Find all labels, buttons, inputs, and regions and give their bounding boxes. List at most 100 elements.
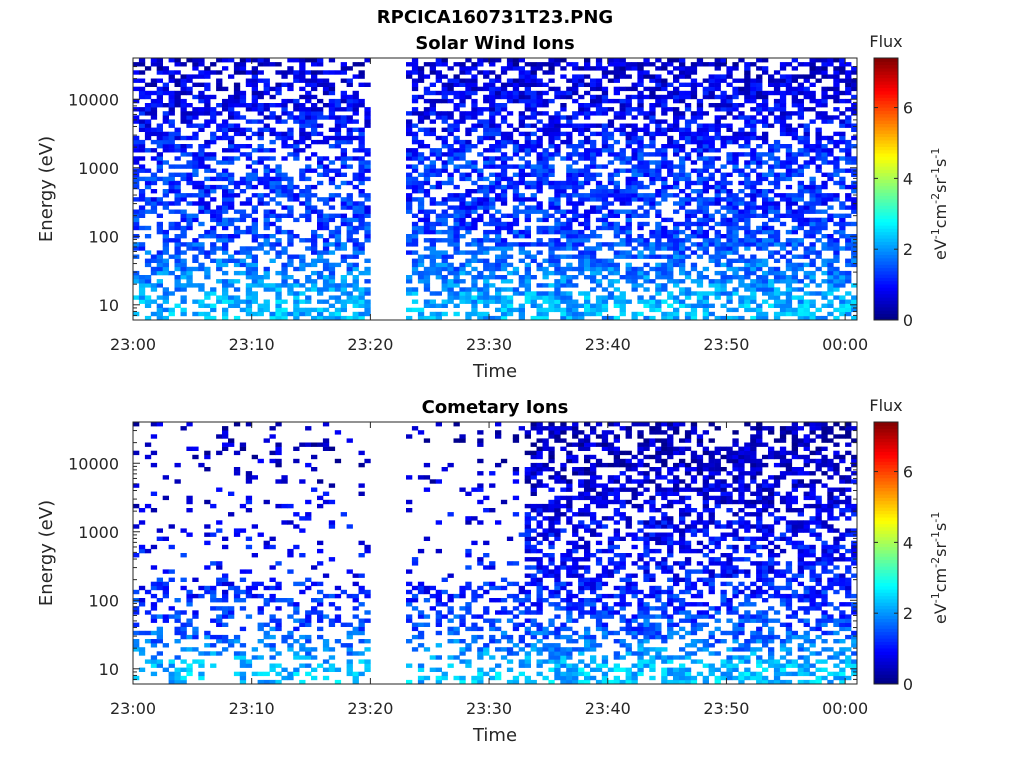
flux-cell xyxy=(228,123,235,128)
flux-cell xyxy=(506,98,514,104)
flux-cell xyxy=(204,454,211,460)
flux-cell xyxy=(435,217,442,223)
flux-cell xyxy=(809,70,816,75)
flux-cell xyxy=(453,74,460,79)
flux-cell xyxy=(684,254,692,259)
flux-cell xyxy=(483,98,490,104)
flux-cell xyxy=(524,287,531,292)
flux-cell xyxy=(228,438,235,443)
flux-cell xyxy=(649,115,656,120)
flux-cell xyxy=(595,258,603,263)
flux-cell xyxy=(352,295,359,300)
flux-cell xyxy=(684,152,692,157)
flux-cell xyxy=(411,291,419,296)
flux-cell xyxy=(845,242,852,247)
flux-cell xyxy=(821,315,828,321)
flux-cell xyxy=(441,217,448,223)
flux-cell xyxy=(204,139,211,145)
flux-cell xyxy=(162,201,169,206)
flux-cell xyxy=(500,164,508,169)
flux-cell xyxy=(506,66,514,71)
flux-cell xyxy=(684,315,692,321)
flux-cell xyxy=(720,164,727,169)
flux-cell xyxy=(584,135,591,141)
flux-cell xyxy=(649,197,656,202)
flux-cell xyxy=(299,258,306,263)
flux-cell xyxy=(269,647,276,652)
flux-cell xyxy=(150,462,158,468)
flux-cell xyxy=(459,144,466,149)
flux-cell xyxy=(779,193,787,198)
flux-cell xyxy=(631,254,638,259)
flux-cell xyxy=(340,172,347,177)
flux-cell xyxy=(673,66,680,71)
flux-cell xyxy=(156,663,163,668)
flux-cell xyxy=(423,225,431,231)
flux-cell xyxy=(174,172,181,177)
flux-cell xyxy=(144,279,152,284)
flux-cell xyxy=(679,205,686,210)
flux-cell xyxy=(750,86,757,92)
flux-cell xyxy=(821,156,828,161)
flux-cell xyxy=(489,58,496,63)
flux-cell xyxy=(744,160,751,165)
flux-cell xyxy=(578,291,585,296)
flux-cell xyxy=(500,152,508,157)
colorbar-segment xyxy=(874,146,898,151)
flux-cell xyxy=(293,148,300,153)
flux-cell xyxy=(679,82,686,87)
flux-cell xyxy=(417,189,425,194)
flux-cell xyxy=(548,238,555,243)
flux-cell xyxy=(827,94,834,100)
flux-cell xyxy=(506,311,514,317)
flux-cell xyxy=(839,201,846,206)
flux-cell xyxy=(168,144,175,149)
flux-cell xyxy=(738,197,745,202)
flux-cell xyxy=(441,299,448,304)
flux-cell xyxy=(768,283,775,288)
flux-cell xyxy=(595,303,603,308)
flux-cell xyxy=(334,103,342,108)
flux-cell xyxy=(174,135,181,141)
flux-cell xyxy=(328,262,336,268)
flux-cell xyxy=(572,123,579,128)
flux-cell xyxy=(554,262,561,268)
flux-cell xyxy=(489,156,496,161)
flux-cell xyxy=(744,258,751,263)
flux-cell xyxy=(489,86,496,92)
flux-cell xyxy=(607,266,615,272)
flux-cell xyxy=(263,679,270,685)
flux-cell xyxy=(554,131,561,137)
flux-cell xyxy=(566,197,573,202)
flux-cell xyxy=(257,234,264,239)
flux-cell xyxy=(299,168,306,173)
flux-cell xyxy=(245,152,253,157)
flux-cell xyxy=(791,262,798,268)
flux-cell xyxy=(566,283,573,288)
flux-cell xyxy=(293,98,300,104)
flux-cell xyxy=(536,78,543,83)
flux-cell xyxy=(613,295,620,300)
flux-cell xyxy=(174,283,181,288)
flux-cell xyxy=(459,201,466,206)
flux-cell xyxy=(625,213,632,218)
flux-cell xyxy=(328,295,336,300)
flux-cell xyxy=(613,242,620,247)
flux-cell xyxy=(417,119,425,124)
flux-cell xyxy=(601,86,609,92)
flux-cell xyxy=(334,311,342,317)
flux-cell xyxy=(714,82,721,87)
flux-cell xyxy=(204,266,211,272)
flux-cell xyxy=(750,115,757,120)
flux-cell xyxy=(210,111,217,116)
flux-cell xyxy=(750,238,757,243)
flux-cell xyxy=(281,299,288,304)
flux-cell xyxy=(334,262,342,268)
flux-cell xyxy=(168,184,175,190)
flux-cell xyxy=(293,299,300,304)
flux-cell xyxy=(756,86,763,92)
flux-cell xyxy=(174,131,181,137)
flux-cell xyxy=(245,107,253,112)
flux-cell xyxy=(750,168,757,173)
flux-cell xyxy=(417,180,425,186)
